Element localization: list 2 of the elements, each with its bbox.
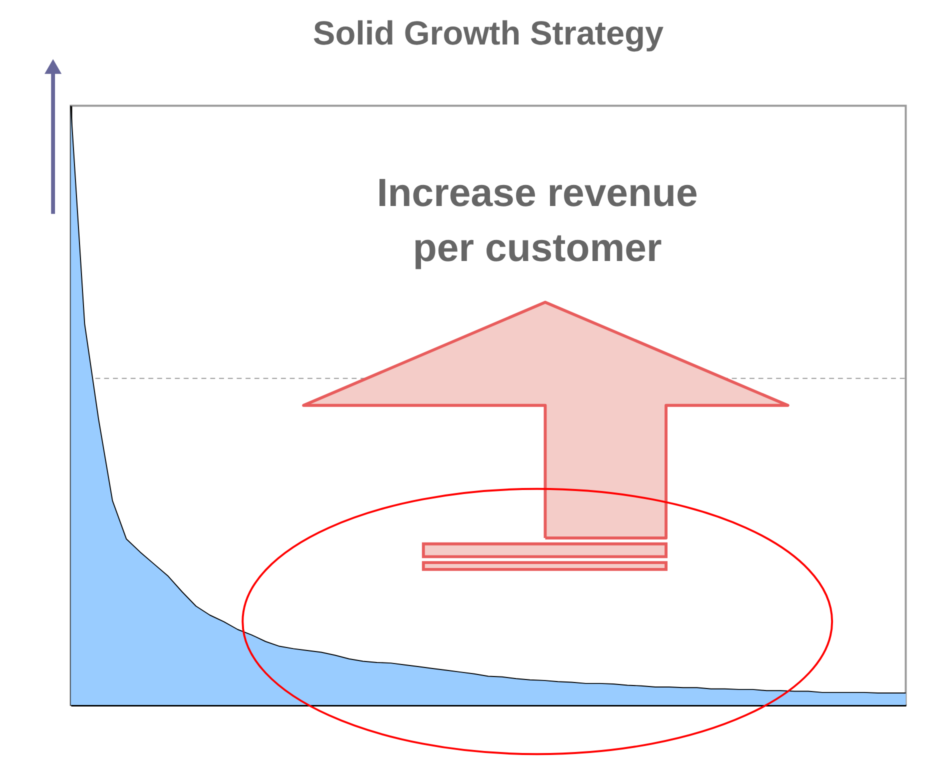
- chart-title: Solid Growth Strategy: [312, 15, 664, 52]
- annotation: Increase revenue per customer: [376, 170, 698, 270]
